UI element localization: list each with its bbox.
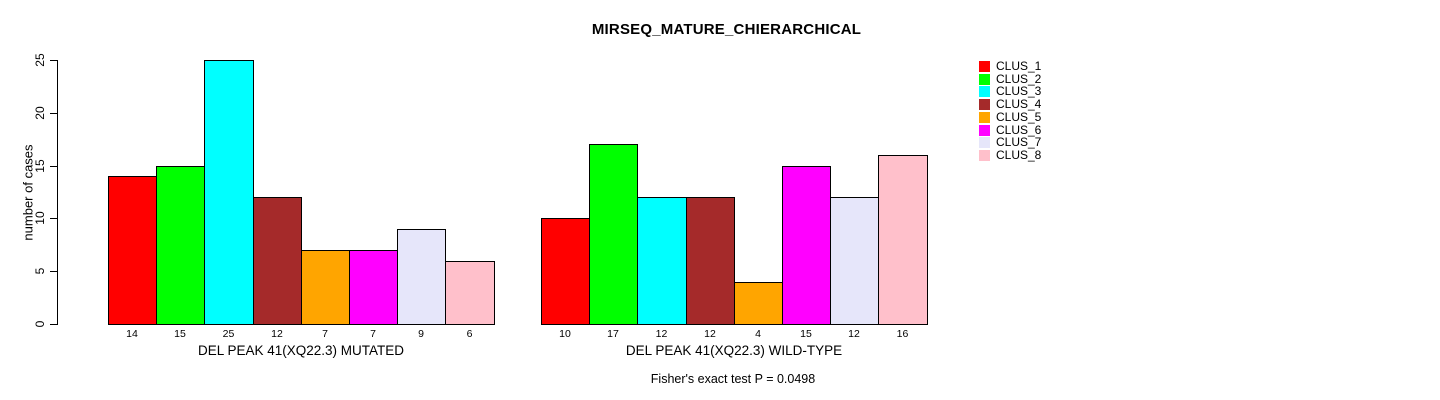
group-label: DEL PEAK 41(XQ22.3) WILD-TYPE: [625, 343, 843, 358]
bar-clus_2: [589, 144, 638, 325]
legend-swatch: [979, 125, 990, 136]
bar-value-label: 4: [755, 328, 761, 340]
bar-clus_5: [734, 282, 783, 325]
legend-label: CLUS_5: [996, 110, 1042, 124]
bar-clus_1: [541, 218, 590, 325]
bar-clus_4: [253, 197, 302, 325]
bar-clus_3: [637, 197, 687, 325]
bar-value-label: 6: [466, 328, 473, 340]
bar-value-label: 7: [322, 328, 328, 340]
y-axis-tick: [50, 271, 57, 272]
bar-value-label: 10: [559, 328, 571, 340]
y-axis-tick-label: 15: [33, 159, 47, 173]
bar-value-label: 15: [800, 328, 812, 340]
bar-value-label: 17: [607, 328, 619, 340]
bar-clus_4: [686, 197, 735, 325]
bar-clus_8: [878, 155, 928, 325]
legend-label: CLUS_7: [996, 135, 1042, 149]
legend-label: CLUS_1: [996, 59, 1042, 73]
fisher-test-annotation: Fisher's exact test P = 0.0498: [650, 372, 816, 386]
bar-value-label: 25: [222, 328, 235, 340]
bar-clus_6: [349, 250, 398, 325]
y-axis-tick-label: 20: [33, 106, 47, 120]
bar-clus_1: [108, 176, 157, 325]
bar-clus_3: [204, 60, 254, 325]
bar-value-label: 7: [370, 328, 376, 340]
y-axis-tick: [50, 113, 57, 114]
bar-clus_2: [156, 166, 205, 325]
legend-label: CLUS_8: [996, 148, 1042, 162]
y-axis-tick-label: 25: [33, 53, 47, 67]
bar-value-label: 12: [848, 328, 860, 340]
y-axis-tick: [50, 218, 57, 219]
legend-swatch: [979, 74, 990, 85]
chart-title: MIRSEQ_MATURE_CHIERARCHICAL: [591, 21, 862, 38]
y-axis-tick-label: 10: [33, 211, 47, 225]
bar-value-label: 16: [896, 328, 909, 340]
y-axis-line: [57, 60, 58, 325]
bar-clus_8: [445, 261, 495, 325]
bar-value-label: 14: [126, 328, 138, 340]
legend-label: CLUS_2: [996, 72, 1042, 86]
bar-value-label: 12: [655, 328, 668, 340]
bar-clus_5: [301, 250, 350, 325]
legend-swatch: [979, 150, 990, 161]
bar-value-label: 12: [704, 328, 716, 340]
legend-swatch: [979, 137, 990, 148]
legend-swatch: [979, 86, 990, 97]
bar-value-label: 12: [271, 328, 283, 340]
y-axis-tick-label: 5: [33, 267, 47, 275]
y-axis-tick: [50, 60, 57, 61]
bar-clus_6: [782, 166, 831, 325]
y-axis-tick: [50, 324, 57, 325]
bar-value-label: 9: [418, 328, 424, 340]
legend-swatch: [979, 112, 990, 123]
legend-swatch: [979, 61, 990, 72]
bar-clus_7: [830, 197, 879, 325]
bar-value-label: 15: [174, 328, 186, 340]
legend-label: CLUS_3: [996, 84, 1042, 98]
legend-label: CLUS_4: [996, 97, 1042, 111]
y-axis-label: number of cases: [20, 144, 36, 241]
legend-swatch: [979, 99, 990, 110]
y-axis-tick-label: 0: [33, 320, 47, 328]
y-axis-tick: [50, 166, 57, 167]
group-label: DEL PEAK 41(XQ22.3) MUTATED: [197, 343, 405, 358]
legend-label: CLUS_6: [996, 123, 1042, 137]
bar-clus_7: [397, 229, 446, 325]
